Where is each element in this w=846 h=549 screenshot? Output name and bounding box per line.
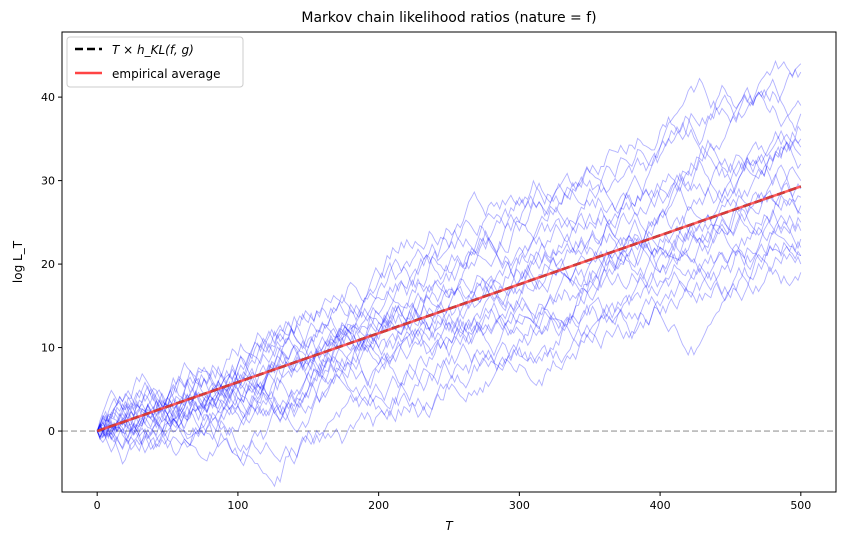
likelihood-path-9 bbox=[96, 218, 802, 436]
likelihood-path-8 bbox=[96, 214, 802, 435]
x-tick-label: 400 bbox=[650, 499, 671, 512]
y-tick-label: 40 bbox=[41, 91, 55, 104]
likelihood-path-15 bbox=[96, 125, 802, 432]
likelihood-path-2 bbox=[96, 86, 802, 439]
likelihood-path-20 bbox=[96, 208, 802, 453]
legend-box bbox=[66, 36, 244, 88]
likelihood-path-11 bbox=[96, 252, 802, 453]
likelihood-path-10 bbox=[96, 241, 802, 436]
likelihood-path-3 bbox=[96, 129, 802, 439]
likelihood-path-4 bbox=[96, 133, 802, 432]
likelihood-path-14 bbox=[96, 141, 802, 439]
x-tick-label: 500 bbox=[790, 499, 811, 512]
likelihood-path-7 bbox=[96, 182, 802, 444]
likelihood-path-1 bbox=[96, 68, 802, 451]
series-group bbox=[62, 59, 836, 488]
likelihood-path-13 bbox=[96, 230, 801, 467]
y-axis-label: log L_T bbox=[11, 240, 25, 283]
x-tick-label: 300 bbox=[509, 499, 530, 512]
x-tick-label: 200 bbox=[368, 499, 389, 512]
likelihood-path-5 bbox=[96, 166, 802, 441]
y-tick-label: 20 bbox=[41, 258, 55, 271]
x-tick-label: 0 bbox=[94, 499, 101, 512]
x-axis-label: T bbox=[445, 519, 454, 533]
likelihood-path-12 bbox=[96, 265, 802, 488]
y-tick-label: 30 bbox=[41, 175, 55, 188]
y-tick-label: 0 bbox=[48, 425, 55, 438]
likelihood-path-19 bbox=[96, 194, 802, 453]
axes-frame bbox=[61, 31, 837, 493]
y-tick-label: 10 bbox=[41, 342, 55, 355]
legend-label-theory: T × h_KL(f, g) bbox=[112, 43, 194, 57]
plot-area: 0 100 200 300 400 500 0 10 20 30 40 bbox=[41, 31, 837, 512]
likelihood-path-6 bbox=[97, 153, 802, 438]
chart-title: Markov chain likelihood ratios (nature =… bbox=[301, 10, 596, 26]
likelihood-path-0 bbox=[96, 59, 802, 432]
empirical-average-line bbox=[96, 185, 802, 433]
likelihood-path-17 bbox=[96, 140, 802, 432]
likelihood-path-16 bbox=[96, 197, 802, 454]
likelihood-path-21 bbox=[96, 78, 802, 441]
legend-label-empirical: empirical average bbox=[112, 67, 221, 81]
x-tick-label: 100 bbox=[227, 499, 248, 512]
legend: T × h_KL(f, g) empirical average bbox=[66, 36, 244, 88]
